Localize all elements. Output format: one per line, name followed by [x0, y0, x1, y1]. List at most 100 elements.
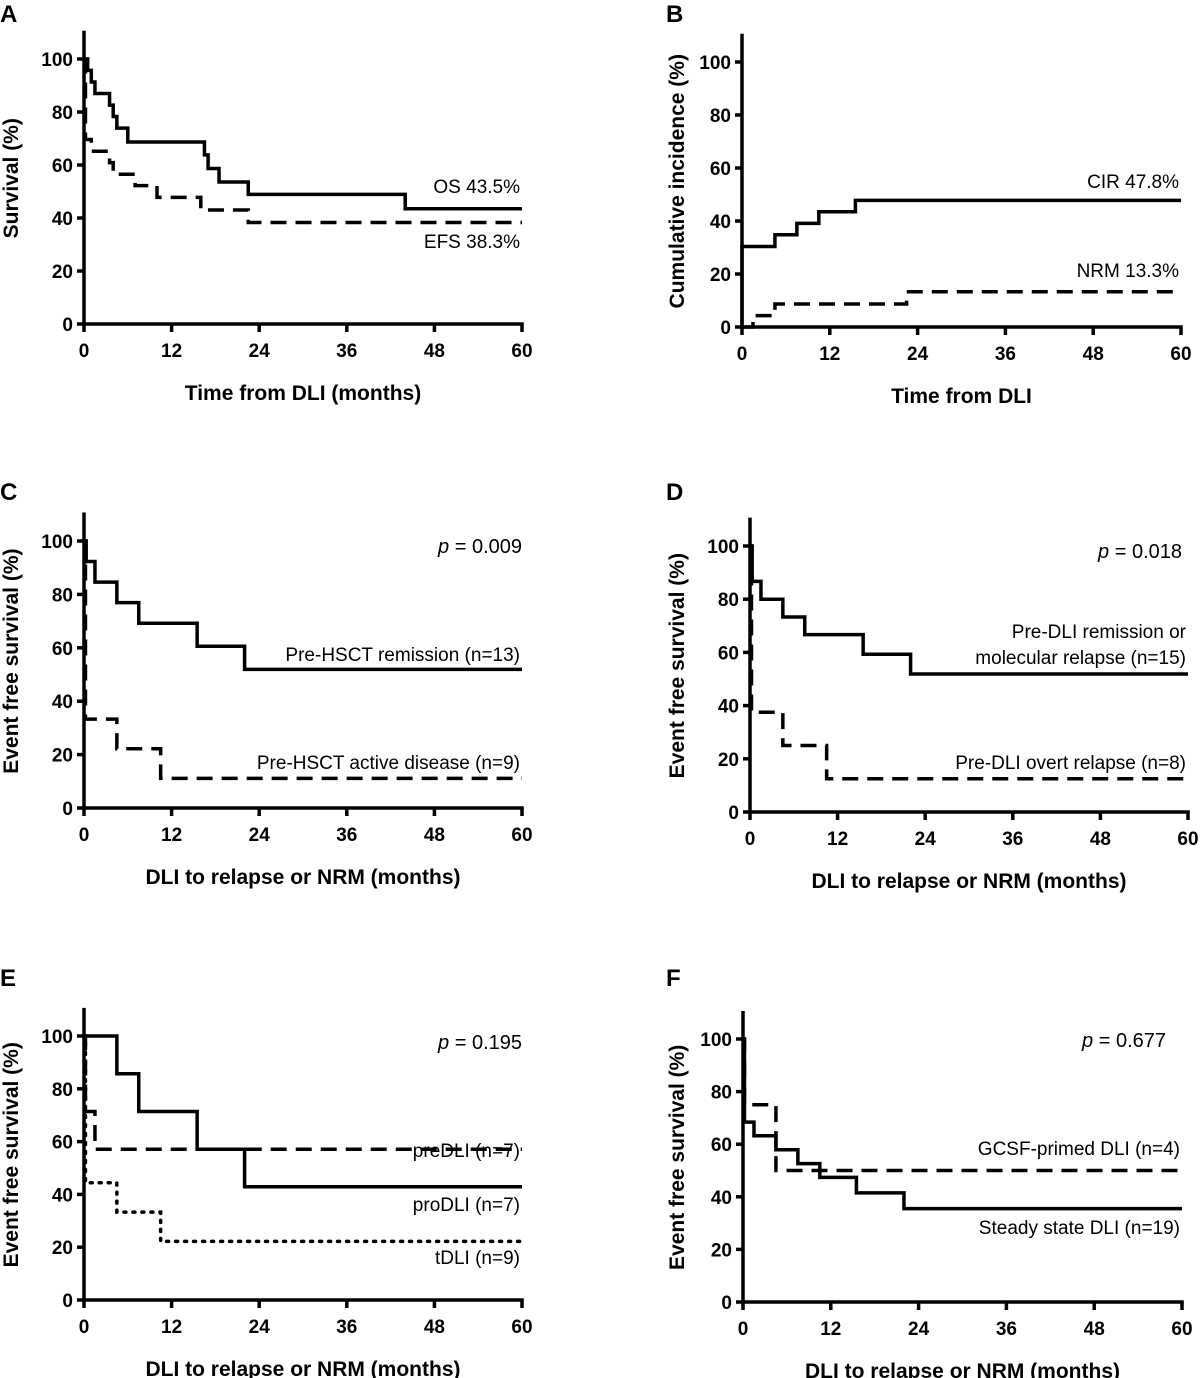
y-tick-label: 80 — [718, 590, 739, 611]
series-pre-dli-remission-or-molecular-relapse-line — [750, 544, 1188, 676]
y-tick-label: 20 — [710, 265, 731, 286]
panel-b: B 0 20 40 60 80 100 0 12 24 36 48 60 Time from DLI Cum… — [666, 1, 1192, 408]
series-nrm-line — [742, 290, 1181, 329]
x-tick-label: 0 — [745, 829, 756, 850]
y-axis-title: Event free survival (%) — [0, 1042, 23, 1267]
y-tick-label: 20 — [718, 750, 739, 771]
y-tick-label: 40 — [711, 1188, 732, 1209]
x-axis-title: DLI to relapse or NRM (months) — [805, 1360, 1120, 1378]
panel-c: C 0 20 40 60 80 100 0 12 24 36 48 60 DLI to relapse o… — [0, 479, 533, 889]
y-tick-label: 100 — [699, 53, 731, 74]
x-tick-label: 0 — [79, 825, 90, 846]
x-tick-label: 12 — [820, 1319, 841, 1340]
series-label: Steady state DLI (n=19) — [979, 1218, 1180, 1239]
x-tick-label: 60 — [511, 1317, 532, 1338]
y-tick-label: 80 — [52, 103, 73, 124]
panel-letter: A — [0, 1, 17, 28]
series-tdli-line — [82, 1034, 524, 1244]
y-axis-title: Event free survival (%) — [666, 553, 689, 778]
p-value-annotation: p = 0.195 — [437, 1032, 522, 1054]
y-tick-label: 20 — [52, 262, 73, 283]
y-tick-label: 20 — [711, 1240, 732, 1261]
y-tick-label: 100 — [41, 50, 73, 71]
x-tick-label: 36 — [336, 341, 357, 362]
y-tick-label: 40 — [710, 212, 731, 233]
x-axis-title: Time from DLI — [891, 385, 1032, 408]
x-axis-title: Time from DLI (months) — [185, 382, 421, 405]
series-prodli-line — [84, 1034, 522, 1189]
y-tick-label: 40 — [52, 209, 73, 230]
x-tick-label: 12 — [161, 341, 182, 362]
p-value-annotation: p = 0.018 — [1097, 541, 1182, 563]
y-tick-label: 20 — [52, 746, 73, 767]
y-tick-label: 60 — [718, 643, 739, 664]
series-label: CIR 47.8% — [1087, 172, 1179, 193]
panel-letter: D — [666, 479, 683, 506]
series-pre-dli-overt-relapse-line — [749, 544, 1188, 781]
y-tick-label: 40 — [718, 697, 739, 718]
panel-d: D 0 20 40 60 80 100 0 12 24 36 48 60 DLI to relapse o… — [666, 479, 1199, 893]
series-label: EFS 38.3% — [424, 232, 520, 253]
y-axis-title: Cumulative incidence (%) — [666, 54, 689, 308]
x-tick-label: 60 — [511, 825, 532, 846]
y-tick-label: 60 — [52, 156, 73, 177]
x-tick-label: 24 — [907, 344, 929, 365]
x-axis-title: DLI to relapse or NRM (months) — [145, 866, 460, 889]
x-tick-label: 36 — [995, 344, 1016, 365]
x-tick-label: 24 — [908, 1319, 930, 1340]
series-label: OS 43.5% — [433, 177, 520, 198]
x-tick-label: 36 — [996, 1319, 1017, 1340]
y-tick-label: 100 — [700, 1030, 732, 1051]
panel-e: E 0 20 40 60 80 100 0 12 24 36 48 60 DLI to relapse o… — [0, 965, 533, 1378]
x-tick-label: 48 — [424, 341, 445, 362]
x-tick-label: 12 — [827, 829, 848, 850]
series-cir-line — [740, 198, 1181, 327]
x-tick-label: 12 — [161, 1317, 182, 1338]
series-label: proDLI (n=7) — [413, 1195, 520, 1216]
x-tick-label: 12 — [819, 344, 840, 365]
series-label: Pre-HSCT remission (n=13) — [285, 645, 520, 666]
x-tick-label: 0 — [737, 344, 748, 365]
series-label: Pre-HSCT active disease (n=9) — [257, 753, 520, 774]
y-tick-label: 100 — [41, 532, 73, 553]
x-tick-label: 36 — [1002, 829, 1023, 850]
y-tick-label: 0 — [62, 799, 73, 820]
x-tick-label: 12 — [161, 825, 182, 846]
y-tick-label: 80 — [711, 1083, 732, 1104]
x-tick-label: 36 — [336, 825, 357, 846]
series-pre-hsct-active-disease-line — [83, 539, 522, 781]
x-tick-label: 60 — [511, 341, 532, 362]
series-label: NRM 13.3% — [1077, 261, 1180, 282]
y-tick-label: 0 — [721, 1293, 732, 1314]
panel-letter: F — [666, 965, 681, 992]
y-tick-label: 100 — [41, 1027, 73, 1048]
x-tick-label: 36 — [336, 1317, 357, 1338]
y-axis-title: Event free survival (%) — [0, 549, 23, 774]
series-label: Pre-DLI remission or — [1012, 622, 1187, 643]
y-tick-label: 60 — [710, 159, 731, 180]
series-label: tDLI (n=9) — [435, 1248, 520, 1269]
p-value-annotation: p = 0.677 — [1081, 1030, 1166, 1052]
x-tick-label: 48 — [1083, 344, 1104, 365]
y-tick-label: 100 — [707, 537, 739, 558]
y-axis-title: Survival (%) — [0, 118, 23, 238]
panel-letter: E — [0, 965, 16, 992]
x-tick-label: 48 — [424, 1317, 445, 1338]
x-axis-title: DLI to relapse or NRM (months) — [145, 1358, 460, 1378]
x-axis-title: DLI to relapse or NRM (months) — [811, 870, 1126, 893]
y-tick-label: 80 — [52, 1080, 73, 1101]
panel-f: F 0 20 40 60 80 100 0 12 24 36 48 60 DLI to relapse o… — [666, 965, 1193, 1378]
panel-letter: C — [0, 479, 17, 506]
y-tick-label: 0 — [62, 1291, 73, 1312]
x-tick-label: 60 — [1177, 829, 1198, 850]
series-steady-state-dli-line — [742, 1037, 1182, 1211]
x-tick-label: 48 — [1090, 829, 1111, 850]
x-tick-label: 0 — [79, 1317, 90, 1338]
panel-a: A 0 20 40 60 80 100 0 12 24 36 48 60 Time from DLI (m… — [0, 1, 533, 405]
series-label: preDLI (n=7) — [413, 1141, 520, 1162]
x-tick-label: 0 — [79, 341, 90, 362]
y-tick-label: 0 — [62, 315, 73, 336]
x-tick-label: 24 — [249, 825, 271, 846]
y-tick-label: 60 — [52, 1133, 73, 1154]
